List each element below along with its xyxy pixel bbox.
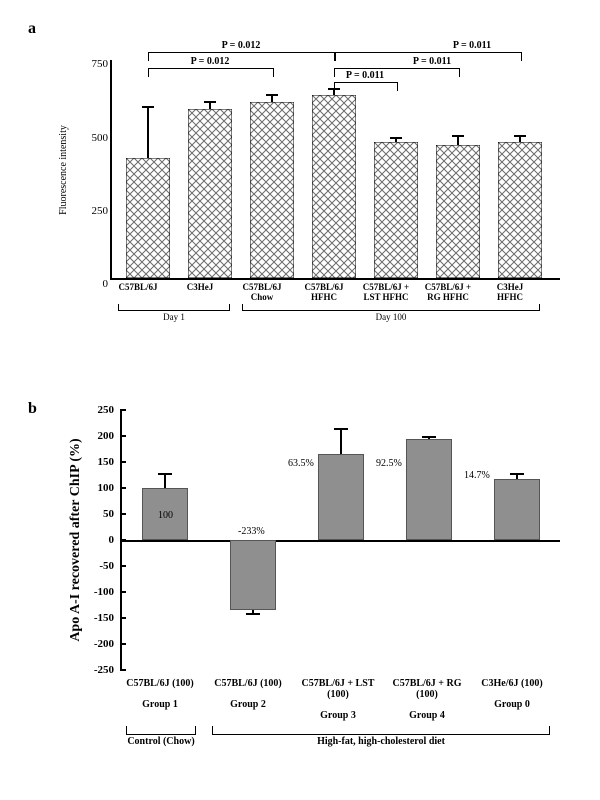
ytick: -100 — [94, 586, 120, 598]
ytick: 500 — [78, 132, 112, 144]
sig-label: P = 0.011 — [453, 40, 491, 51]
xlabel: C57BL/6J Chow — [236, 282, 288, 302]
xlabel: C57BL/6J + LST (100)Group 3 — [292, 678, 384, 721]
xlabel: C57BL/6J + RG HFHC — [422, 282, 474, 302]
diet-bracket: Control (Chow) — [126, 726, 196, 735]
figure: a Fluorescence intensity 0 250 500 750 — [0, 0, 600, 800]
sig-bracket — [148, 68, 274, 77]
panel-b-ylabel: Apo A-I recovered after ChIP (%) — [68, 438, 84, 641]
bar — [188, 109, 232, 278]
sig-bracket — [148, 52, 336, 61]
ytick: 250 — [98, 404, 121, 416]
sig-bracket — [334, 82, 398, 91]
ytick: 750 — [78, 58, 112, 70]
xlabel: C57BL/6J + LST HFHC — [360, 282, 412, 302]
sig-bracket — [334, 68, 460, 77]
panel-b-label: b — [28, 400, 37, 418]
panel-a-label: a — [28, 20, 36, 38]
ytick: 100 — [98, 482, 121, 494]
group-bracket: Day 1 — [118, 304, 230, 311]
ytick: 200 — [98, 430, 121, 442]
xlabel: C3He/6J (100)Group 0 — [472, 678, 552, 710]
group-bracket: Day 100 — [242, 304, 540, 311]
xlabel: C3HeJ — [174, 282, 226, 292]
bar — [498, 142, 542, 278]
ytick: -50 — [99, 560, 120, 572]
ytick: -250 — [94, 664, 120, 676]
bar — [250, 102, 294, 278]
bar — [436, 145, 480, 278]
panel-b: Apo A-I recovered after ChIP (%) -250 -2… — [40, 400, 580, 780]
bar — [126, 158, 170, 278]
xlabel: C57BL/6J (100)Group 2 — [208, 678, 288, 710]
ytick: 0 — [109, 534, 121, 546]
sig-label: P = 0.012 — [222, 40, 261, 51]
diet-bracket: High-fat, high-cholesterol diet — [212, 726, 550, 735]
ytick: 250 — [78, 205, 112, 217]
bar — [374, 142, 418, 278]
xlabel: C57BL/6J HFHC — [298, 282, 350, 302]
ytick: 50 — [103, 508, 120, 520]
xlabel: C57BL/6J (100)Group 1 — [120, 678, 200, 710]
ytick: 0 — [78, 278, 112, 290]
x-axis — [120, 540, 560, 542]
ytick: -150 — [94, 612, 120, 624]
xlabel: C57BL/6J — [112, 282, 164, 292]
bar — [312, 95, 356, 278]
ytick: 150 — [98, 456, 121, 468]
panel-b-plot: -250 -200 -150 -100 -50 0 50 100 150 200… — [120, 410, 560, 670]
panel-a: Fluorescence intensity 0 250 500 750 — [40, 20, 580, 380]
sig-bracket — [334, 52, 522, 61]
xlabel: C3HeJ HFHC — [484, 282, 536, 302]
xlabel: C57BL/6J + RG (100)Group 4 — [382, 678, 472, 721]
panel-a-ylabel: Fluorescence intensity — [58, 125, 69, 215]
ytick: -200 — [94, 638, 120, 650]
panel-a-plot: 0 250 500 750 — [110, 60, 560, 280]
